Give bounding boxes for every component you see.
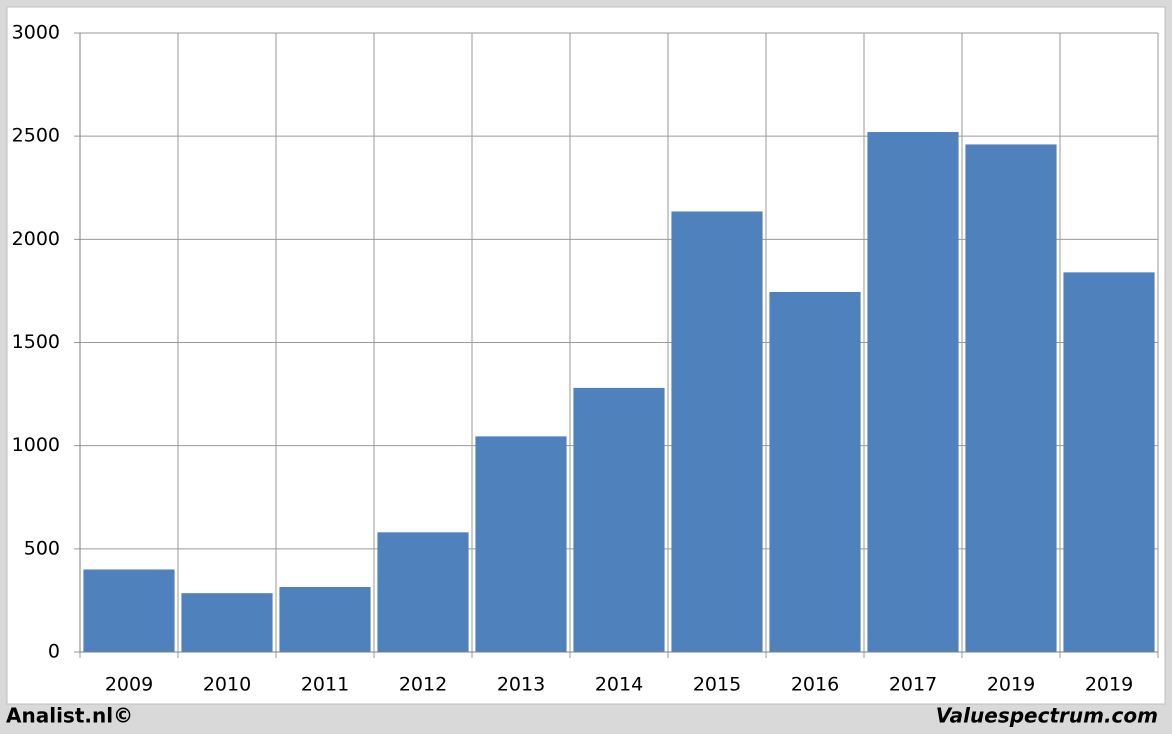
bar xyxy=(83,569,175,652)
bar xyxy=(769,291,861,652)
bar xyxy=(671,211,763,652)
bar xyxy=(181,593,273,652)
bar xyxy=(377,532,469,652)
x-tick-label: 2013 xyxy=(497,674,545,696)
x-tick-label: 2016 xyxy=(791,674,839,696)
y-tick-label: 0 xyxy=(48,641,60,663)
bar xyxy=(965,144,1057,653)
x-tick-label: 2019 xyxy=(987,674,1035,696)
x-tick-label: 2015 xyxy=(693,674,741,696)
x-tick-label: 2010 xyxy=(203,674,251,696)
x-tick-label: 2017 xyxy=(889,674,937,696)
x-tick-label: 2009 xyxy=(105,674,153,696)
x-tick-label: 2011 xyxy=(301,674,349,696)
y-tick-label: 1500 xyxy=(12,331,60,353)
bar xyxy=(867,132,959,653)
x-tick-label: 2014 xyxy=(595,674,643,696)
footer-left: Analist.nl© xyxy=(6,704,133,728)
y-tick-label: 500 xyxy=(24,537,60,559)
y-tick-label: 2500 xyxy=(12,125,60,147)
x-tick-label: 2012 xyxy=(399,674,447,696)
bar xyxy=(1063,272,1155,652)
y-tick-label: 2000 xyxy=(12,228,60,250)
y-tick-label: 3000 xyxy=(12,22,60,44)
y-tick-label: 1000 xyxy=(12,434,60,456)
bar xyxy=(279,587,371,652)
x-tick-label: 2019 xyxy=(1085,674,1133,696)
bar xyxy=(475,436,567,652)
bar xyxy=(573,387,665,652)
footer-right: Valuespectrum.com xyxy=(936,704,1158,728)
